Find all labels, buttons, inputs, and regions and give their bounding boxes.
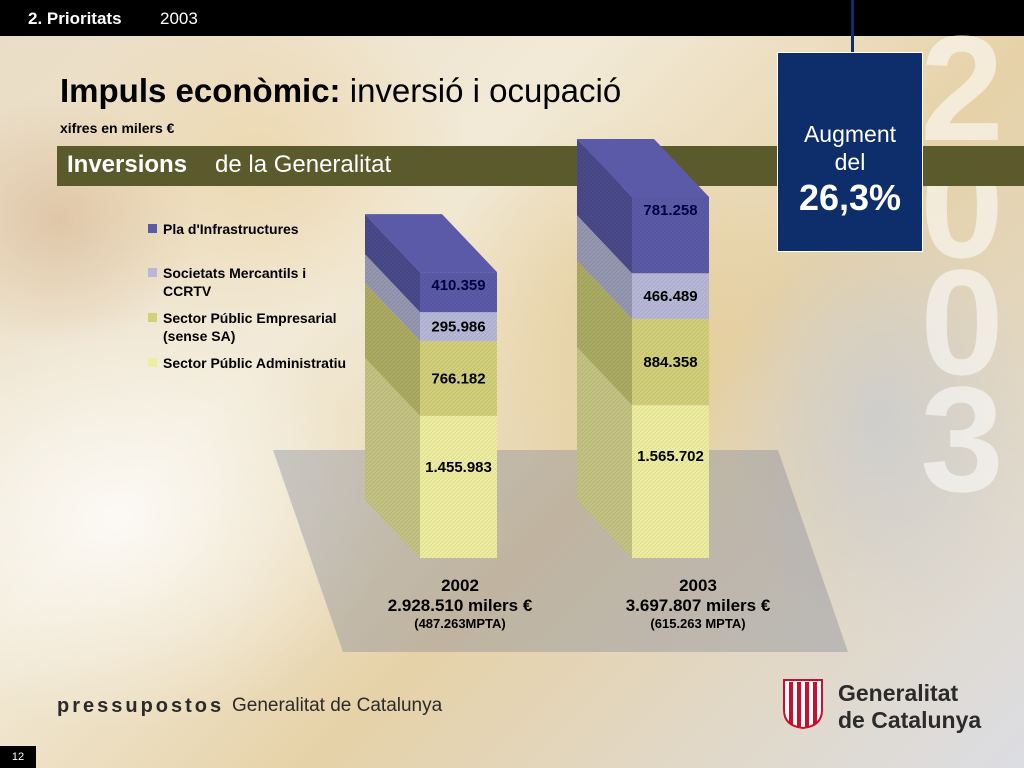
data-label-2003-2: 466.489	[643, 288, 697, 305]
legend-label: Pla d'Infrastructures	[163, 221, 299, 237]
decorative-line	[851, 0, 854, 52]
bar-segment-hatch-2002-3	[420, 272, 497, 313]
caption-2002: 2002 2.928.510 milers € (487.263MPTA)	[350, 576, 570, 631]
data-label-2002-0: 1.455.983	[425, 459, 492, 476]
footer-org: Generalitat de Catalunya	[232, 695, 443, 716]
section-year: 2003	[160, 9, 198, 28]
bar-side-hatch-2002-0	[365, 357, 420, 558]
bar-segment-hatch-2003-1	[632, 318, 709, 406]
bar-side-hatch-2003-1	[577, 260, 632, 406]
bar-segment-hatch-2002-1	[420, 341, 497, 416]
big-year-digit: 2	[920, 4, 1004, 172]
caption-total: 3.697.807 milers €	[625, 596, 771, 615]
bar-segment-hatch-2003-2	[632, 273, 709, 319]
generalitat-shield-icon	[783, 679, 823, 730]
caption-year: 2003	[679, 576, 717, 595]
big-year-digit: 0	[920, 238, 1004, 406]
section-number: 2. Prioritats	[28, 9, 122, 28]
increase-value: 26,3%	[798, 177, 902, 218]
data-label-2002-2: 295.986	[431, 319, 485, 336]
legend-label: Sector Públic Empresarial (sense SA)	[163, 310, 337, 344]
bar-side-hatch-2003-3	[577, 139, 632, 274]
title-bold: Impuls econòmic:	[60, 72, 341, 109]
legend-swatch	[148, 224, 157, 233]
page-title: Impuls econòmic: inversió i ocupació	[60, 72, 621, 110]
caption-total: 2.928.510 milers €	[387, 596, 533, 615]
big-year-digit: 3	[920, 355, 1004, 523]
section-normal: de la Generalitat	[215, 151, 392, 178]
data-label-2002-3: 410.359	[431, 277, 485, 294]
footer-brand: pressupostos	[57, 695, 225, 717]
legend-swatch	[148, 358, 157, 367]
data-label-2002-1: 766.182	[431, 370, 485, 387]
generalitat-logo-text: Generalitat de Catalunya	[838, 680, 981, 734]
bar-side-hatch-2003-0	[577, 347, 632, 558]
bar-segment-hatch-2002-2	[420, 312, 497, 342]
increase-label-2: del	[834, 149, 866, 175]
increase-label-1: Augment	[803, 121, 897, 147]
legend-label: Societats Mercantils i CCRTV	[163, 265, 307, 299]
title-normal: inversió i ocupació	[349, 72, 622, 109]
caption-year: 2002	[441, 576, 479, 595]
bar-segment-hatch-2003-0	[632, 405, 709, 558]
logo-line-1: Generalitat	[838, 680, 959, 706]
bar-side-hatch-2002-3	[365, 214, 420, 313]
bar-segment-hatch-2002-0	[420, 415, 497, 558]
section-bold: Inversions	[67, 151, 188, 178]
bar-segment-hatch-2003-3	[632, 197, 709, 274]
bar-top-2003	[577, 139, 709, 197]
data-label-2003-1: 884.358	[643, 354, 697, 371]
caption-pta: (487.263MPTA)	[414, 616, 506, 631]
units-subtitle: xifres en milers €	[60, 120, 175, 136]
bar-side-hatch-2002-2	[365, 254, 420, 342]
legend-swatch	[148, 268, 157, 277]
legend-label: Sector Públic Administratiu	[163, 355, 347, 371]
big-year-watermark: 2 0 0 3	[900, 4, 1024, 523]
bar-top-2002	[365, 214, 497, 273]
caption-2003: 2003 3.697.807 milers € (615.263 MPTA)	[588, 576, 808, 631]
bar-side-hatch-2003-2	[577, 215, 632, 319]
data-label-2003-0: 1.565.702	[637, 448, 704, 465]
caption-pta: (615.263 MPTA)	[650, 616, 746, 631]
data-label-2003-3: 781.258	[643, 202, 697, 219]
page-number: 12	[0, 746, 36, 768]
increase-box: Augment del 26,3%	[777, 52, 923, 252]
bar-side-hatch-2002-1	[365, 283, 420, 416]
logo-line-2: de Catalunya	[838, 707, 982, 733]
legend-swatch	[148, 313, 157, 322]
